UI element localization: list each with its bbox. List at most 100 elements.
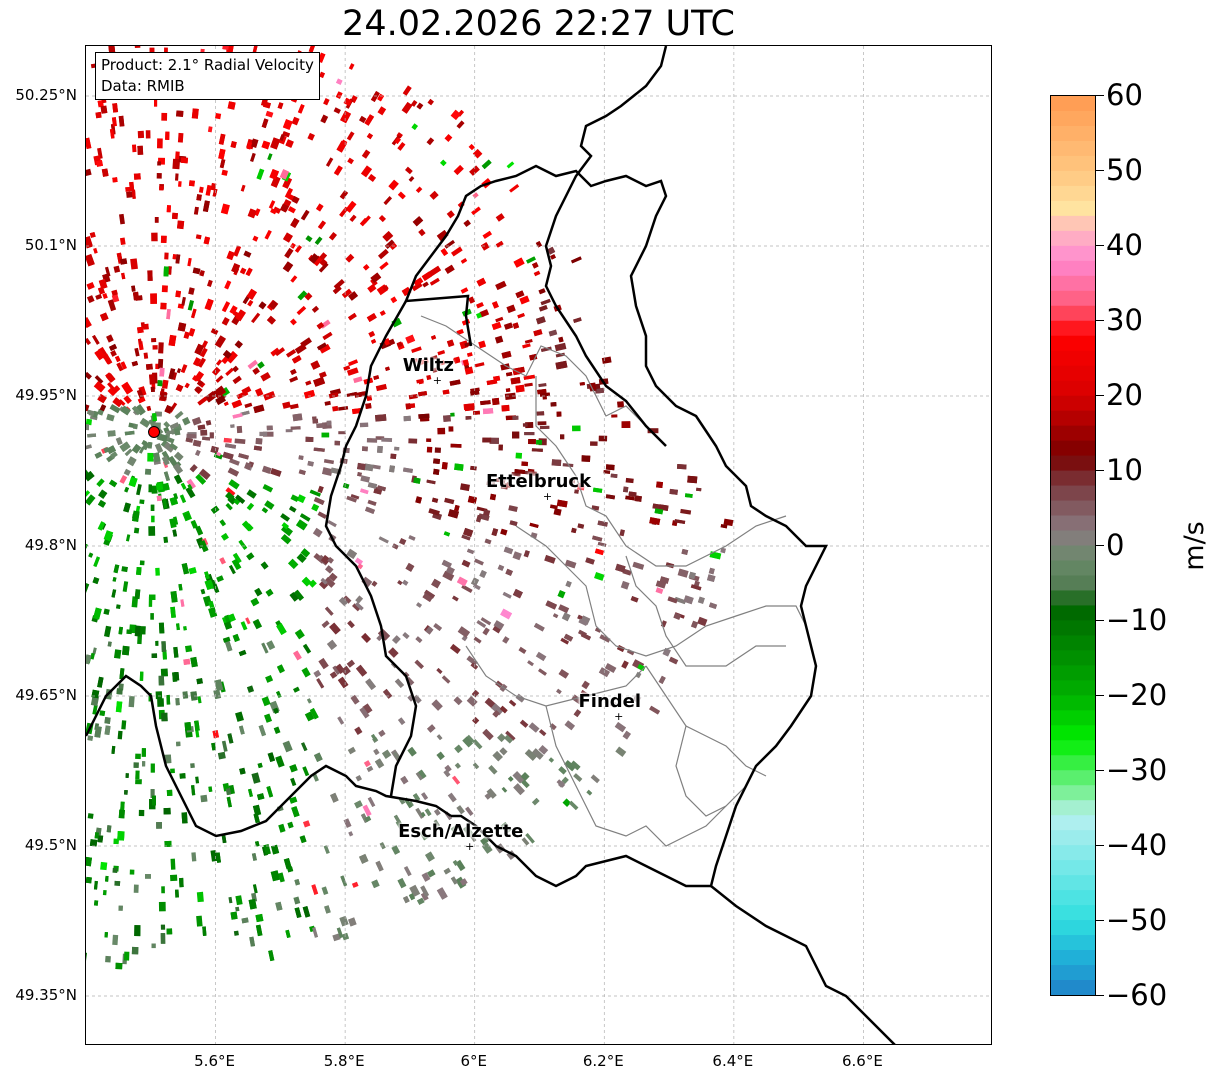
velocity-gate xyxy=(323,98,330,106)
velocity-gate xyxy=(211,366,221,376)
velocity-gate xyxy=(365,678,377,691)
velocity-gate xyxy=(536,439,542,445)
velocity-gate xyxy=(241,917,249,924)
velocity-gate xyxy=(605,464,615,471)
velocity-gate xyxy=(522,343,531,349)
colorbar-tick-label: −30 xyxy=(1106,753,1168,787)
radar-map[interactable]: + + + + xyxy=(85,45,992,1045)
velocity-gate xyxy=(216,359,223,366)
velocity-gate xyxy=(232,413,243,419)
velocity-gate xyxy=(155,567,160,576)
velocity-gate xyxy=(252,367,260,375)
velocity-gate xyxy=(548,329,558,337)
velocity-gate xyxy=(441,559,452,569)
velocity-gate xyxy=(674,519,686,525)
velocity-gate xyxy=(200,588,206,595)
colorbar-segment xyxy=(1051,335,1095,352)
velocity-gate xyxy=(495,478,506,483)
velocity-gate xyxy=(504,392,516,401)
velocity-gate xyxy=(562,463,574,468)
colorbar-segment xyxy=(1051,755,1095,771)
velocity-gate xyxy=(307,460,314,467)
velocity-gate xyxy=(183,512,191,521)
velocity-gate xyxy=(419,830,428,841)
velocity-gate xyxy=(296,305,307,316)
colorbar-segment xyxy=(1051,170,1095,187)
velocity-gate xyxy=(157,380,163,387)
velocity-gate xyxy=(240,621,248,631)
velocity-gate xyxy=(403,415,411,422)
velocity-gate xyxy=(86,490,91,501)
velocity-gate xyxy=(472,192,479,199)
velocity-gate xyxy=(232,365,239,373)
velocity-gate xyxy=(309,489,321,497)
velocity-gate xyxy=(191,108,199,119)
velocity-gate xyxy=(454,744,463,754)
velocity-gate xyxy=(304,292,313,301)
velocity-gate xyxy=(137,396,146,404)
velocity-gate xyxy=(492,397,500,406)
velocity-gate xyxy=(194,386,201,393)
velocity-gate xyxy=(94,348,106,361)
velocity-gate xyxy=(572,425,581,432)
velocity-gate xyxy=(333,107,341,114)
colorbar-segment xyxy=(1051,635,1095,651)
velocity-gate xyxy=(677,568,689,578)
velocity-gate xyxy=(203,236,211,245)
velocity-gate xyxy=(131,189,136,199)
velocity-gate xyxy=(544,554,556,564)
colorbar-segment xyxy=(1051,545,1095,562)
velocity-gate xyxy=(333,278,345,290)
velocity-gate xyxy=(284,187,294,199)
velocity-gate xyxy=(293,589,304,601)
velocity-gate xyxy=(457,626,471,638)
velocity-gate xyxy=(87,813,94,819)
velocity-gate xyxy=(500,528,508,536)
velocity-gate xyxy=(250,597,260,607)
velocity-gate xyxy=(359,217,368,227)
velocity-gate xyxy=(224,443,237,449)
velocity-gate xyxy=(542,396,548,400)
velocity-gate xyxy=(327,520,337,528)
velocity-gate xyxy=(377,106,387,116)
velocity-gate xyxy=(343,97,353,107)
velocity-gate xyxy=(246,489,257,499)
velocity-gate xyxy=(397,878,407,889)
velocity-gate xyxy=(111,589,117,598)
colorbar-tick-label: 40 xyxy=(1106,228,1143,262)
colorbar-segment xyxy=(1051,500,1095,517)
velocity-gate xyxy=(147,452,154,462)
velocity-gate xyxy=(222,349,232,359)
velocity-gate xyxy=(270,870,280,882)
velocity-gate xyxy=(86,876,92,884)
velocity-gate xyxy=(360,165,373,178)
velocity-gate xyxy=(564,760,576,772)
velocity-gate xyxy=(418,769,427,779)
velocity-gate xyxy=(515,693,526,703)
velocity-gate xyxy=(147,270,153,281)
colorbar-segment xyxy=(1051,800,1095,816)
velocity-gate xyxy=(253,404,265,414)
velocity-gate xyxy=(296,494,306,504)
velocity-gate xyxy=(276,690,282,698)
velocity-gate xyxy=(329,622,341,635)
velocity-gate xyxy=(329,671,338,679)
velocity-gate xyxy=(396,132,403,139)
velocity-gate xyxy=(460,258,468,264)
city-marker: + xyxy=(433,374,442,387)
colorbar-segment xyxy=(1051,185,1095,202)
velocity-gate xyxy=(134,625,141,637)
velocity-gate xyxy=(506,371,513,377)
canton-border xyxy=(545,705,727,847)
velocity-gate xyxy=(175,889,179,898)
velocity-gate xyxy=(290,318,297,326)
velocity-gate xyxy=(124,430,135,436)
velocity-gate xyxy=(170,874,178,882)
velocity-gate xyxy=(192,267,201,275)
velocity-gate xyxy=(142,441,149,451)
velocity-gate xyxy=(620,580,630,590)
velocity-gate xyxy=(437,427,446,435)
colorbar-segment xyxy=(1051,950,1095,966)
velocity-gate xyxy=(580,689,589,697)
velocity-gate xyxy=(150,386,155,392)
